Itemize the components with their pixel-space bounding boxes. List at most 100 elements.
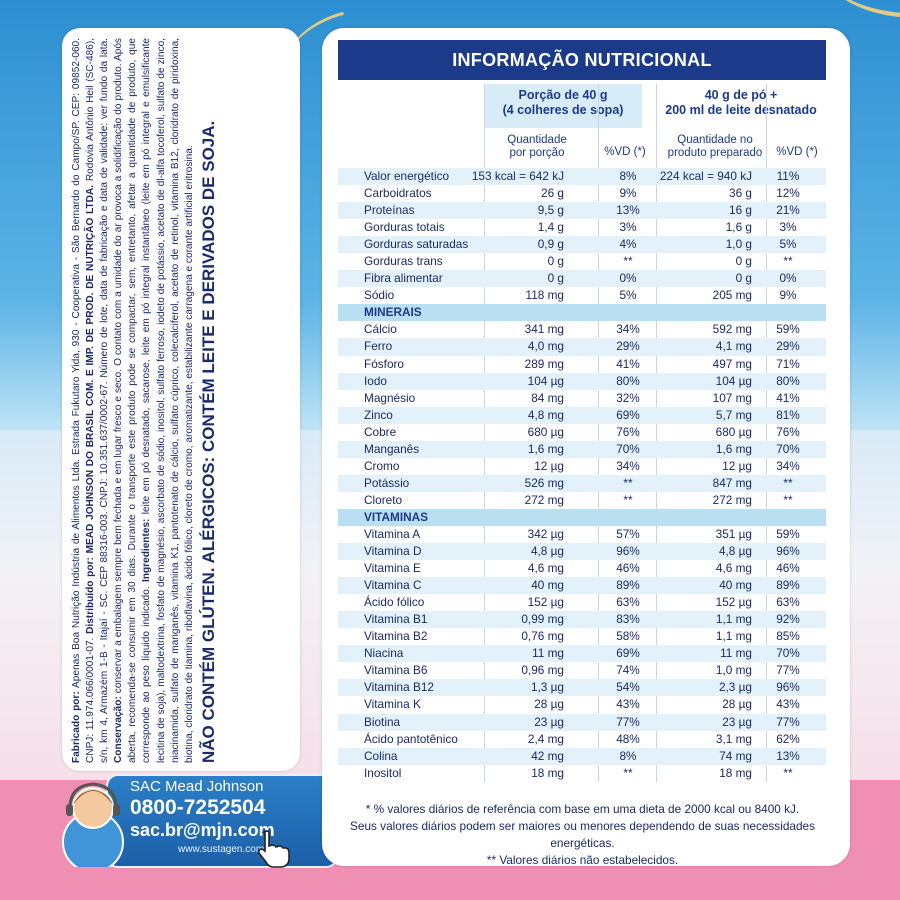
table-footnotes: * % valores diários de referência com ba… bbox=[335, 801, 830, 869]
vd-portion: ** bbox=[623, 475, 633, 490]
quantity-prepared: 5,7 mg bbox=[715, 407, 752, 422]
column-header-prepared-line1: 40 g de pó + bbox=[704, 88, 778, 102]
subheader-quantity-prepared-line1: Quantidade no bbox=[677, 134, 753, 146]
quantity-prepared: 2,3 µg bbox=[718, 680, 752, 695]
vd-portion: 69% bbox=[616, 407, 640, 422]
vd-prepared: 46% bbox=[776, 561, 800, 576]
column-header-prepared-line2: 200 ml de leite desnatado bbox=[665, 103, 817, 117]
quantity-prepared: 3,1 mg bbox=[715, 731, 752, 746]
table-row: Gorduras totais 1,4 g 3% 1,6 g 3% bbox=[338, 219, 826, 236]
quantity-prepared: 4,8 µg bbox=[718, 544, 752, 559]
table-row: Colina 42 mg 8% 74 mg 13% bbox=[338, 747, 826, 765]
vd-portion: 13% bbox=[616, 203, 640, 218]
quantity-portion: 18 mg bbox=[531, 765, 564, 780]
table-row: Vitamina E 4,6 mg 46% 4,6 mg 46% bbox=[338, 560, 826, 577]
nutrient-name: Proteínas bbox=[364, 203, 415, 218]
quantity-portion: 0 g bbox=[547, 271, 564, 286]
vd-prepared: 11% bbox=[776, 169, 800, 183]
column-header-prepared: 40 g de pó + 200 ml de leite desnatado bbox=[656, 84, 826, 128]
quantity-prepared: 205 mg bbox=[712, 288, 752, 303]
nutrient-name: Vitamina E bbox=[364, 561, 421, 576]
quantity-prepared: 36 g bbox=[729, 186, 752, 201]
column-divider bbox=[766, 84, 767, 782]
vd-prepared: ** bbox=[783, 765, 793, 780]
sac-website[interactable]: www.sustagen.com.br bbox=[178, 844, 276, 855]
quantity-portion: 0 g bbox=[547, 254, 564, 269]
vd-portion: ** bbox=[623, 492, 633, 507]
nutrient-name: Vitamina C bbox=[364, 578, 422, 593]
table-row: Sódio 118 mg 5% 205 mg 9% bbox=[338, 287, 826, 304]
footnote-not-established: ** Valores diários não estabelecidos. bbox=[486, 853, 679, 867]
sac-phone[interactable]: 0800-7252504 bbox=[130, 796, 266, 819]
quantity-prepared: 1,0 mg bbox=[715, 663, 752, 678]
vd-portion: 58% bbox=[616, 629, 640, 644]
nutrient-name: Niacina bbox=[364, 646, 404, 661]
quantity-prepared: 74 mg bbox=[719, 748, 752, 763]
table-row: Cromo 12 µg 34% 12 µg 34% bbox=[338, 458, 826, 475]
vd-portion: 46% bbox=[616, 561, 640, 576]
column-header-portion-line2: (4 colheres de sopa) bbox=[502, 103, 624, 117]
table-row: Inositol 18 mg ** 18 mg ** bbox=[338, 765, 826, 782]
sac-contact-badge: SAC Mead Johnson 0800-7252504 sac.br@mjn… bbox=[58, 772, 338, 868]
subheader-vd-portion: %VD (*) bbox=[604, 146, 646, 158]
quantity-prepared: 351 µg bbox=[715, 526, 752, 541]
quantity-portion: 526 mg bbox=[524, 475, 564, 490]
nutrient-name: Gorduras saturadas bbox=[364, 237, 469, 252]
quantity-prepared: 40 mg bbox=[719, 578, 752, 593]
table-row: Vitamina B12 1,3 µg 54% 2,3 µg 96% bbox=[338, 679, 826, 697]
nutrient-name: Vitamina A bbox=[364, 526, 421, 541]
vd-portion: ** bbox=[623, 254, 633, 269]
vd-portion: 8% bbox=[619, 748, 637, 763]
nutrient-name: Fibra alimentar bbox=[364, 271, 443, 286]
table-row: Fibra alimentar 0 g 0% 0 g 0% bbox=[338, 270, 826, 288]
vd-prepared: 12% bbox=[776, 186, 800, 201]
vd-prepared: 81% bbox=[776, 407, 800, 422]
vd-prepared: 34% bbox=[776, 458, 800, 473]
vd-portion: 63% bbox=[616, 595, 640, 610]
nutrient-name: Gorduras totais bbox=[364, 220, 445, 235]
sac-email[interactable]: sac.br@mjn.com bbox=[130, 820, 275, 840]
nutrition-table-title: INFORMAÇÃO NUTRICIONAL bbox=[338, 40, 826, 80]
product-info-panel: Fabricado por: Apenas Boa Nutrição Indús… bbox=[62, 28, 300, 771]
nutrient-name: Colina bbox=[364, 748, 398, 763]
quantity-prepared: 224 kcal = 940 kJ bbox=[659, 169, 752, 183]
quantity-prepared: 0 g bbox=[735, 254, 752, 269]
vd-portion: 29% bbox=[616, 339, 640, 354]
vd-portion: 3% bbox=[619, 220, 637, 235]
vd-prepared: 0% bbox=[779, 271, 797, 286]
quantity-prepared: 1,0 g bbox=[725, 237, 752, 252]
nutrient-name: Biotina bbox=[364, 714, 401, 729]
quantity-portion: 2,4 mg bbox=[527, 731, 564, 746]
vd-prepared: 70% bbox=[776, 441, 800, 456]
table-section-header: MINERAIS bbox=[338, 304, 826, 322]
vd-prepared: 63% bbox=[776, 595, 800, 610]
quantity-portion: 272 mg bbox=[524, 492, 564, 507]
quantity-prepared: 0 g bbox=[735, 271, 752, 286]
nutrient-name: Ácido fólico bbox=[364, 595, 425, 610]
table-row: Vitamina B6 0,96 mg 74% 1,0 mg 77% bbox=[338, 662, 826, 679]
vd-portion: 8% bbox=[619, 169, 637, 183]
subheader-vd-prepared: %VD (*) bbox=[776, 146, 818, 158]
nutrient-name: Valor energético bbox=[364, 169, 450, 183]
vd-portion: 0% bbox=[619, 271, 637, 286]
quantity-portion: 118 mg bbox=[525, 288, 564, 303]
quantity-portion: 341 mg bbox=[524, 322, 564, 337]
table-row: Vitamina C 40 mg 89% 40 mg 89% bbox=[338, 577, 826, 595]
table-row: Iodo 104 µg 80% 104 µg 80% bbox=[338, 372, 826, 390]
subheader-quantity-prepared: Quantidade no produto preparado bbox=[660, 134, 770, 160]
product-info-text: Fabricado por: Apenas Boa Nutrição Indús… bbox=[70, 38, 292, 763]
table-row: Cloreto 272 mg ** 272 mg ** bbox=[338, 492, 826, 509]
nutrient-name: Vitamina D bbox=[364, 544, 422, 559]
quantity-prepared: 680 µg bbox=[715, 424, 752, 439]
quantity-prepared: 1,6 mg bbox=[715, 441, 752, 456]
quantity-portion: 0,99 mg bbox=[521, 612, 564, 627]
column-divider bbox=[656, 84, 657, 782]
nutrient-name: Zinco bbox=[364, 407, 393, 422]
quantity-prepared: 1,1 mg bbox=[715, 612, 752, 627]
vd-portion: 54% bbox=[616, 680, 640, 695]
section-label: MINERAIS bbox=[364, 305, 422, 320]
quantity-portion: 23 µg bbox=[534, 714, 564, 729]
nutrient-name: Vitamina K bbox=[364, 697, 421, 712]
table-row: Valor energético 153 kcal = 642 kJ 8% 224 k… bbox=[338, 168, 826, 186]
nutrient-name: Manganês bbox=[364, 441, 420, 456]
